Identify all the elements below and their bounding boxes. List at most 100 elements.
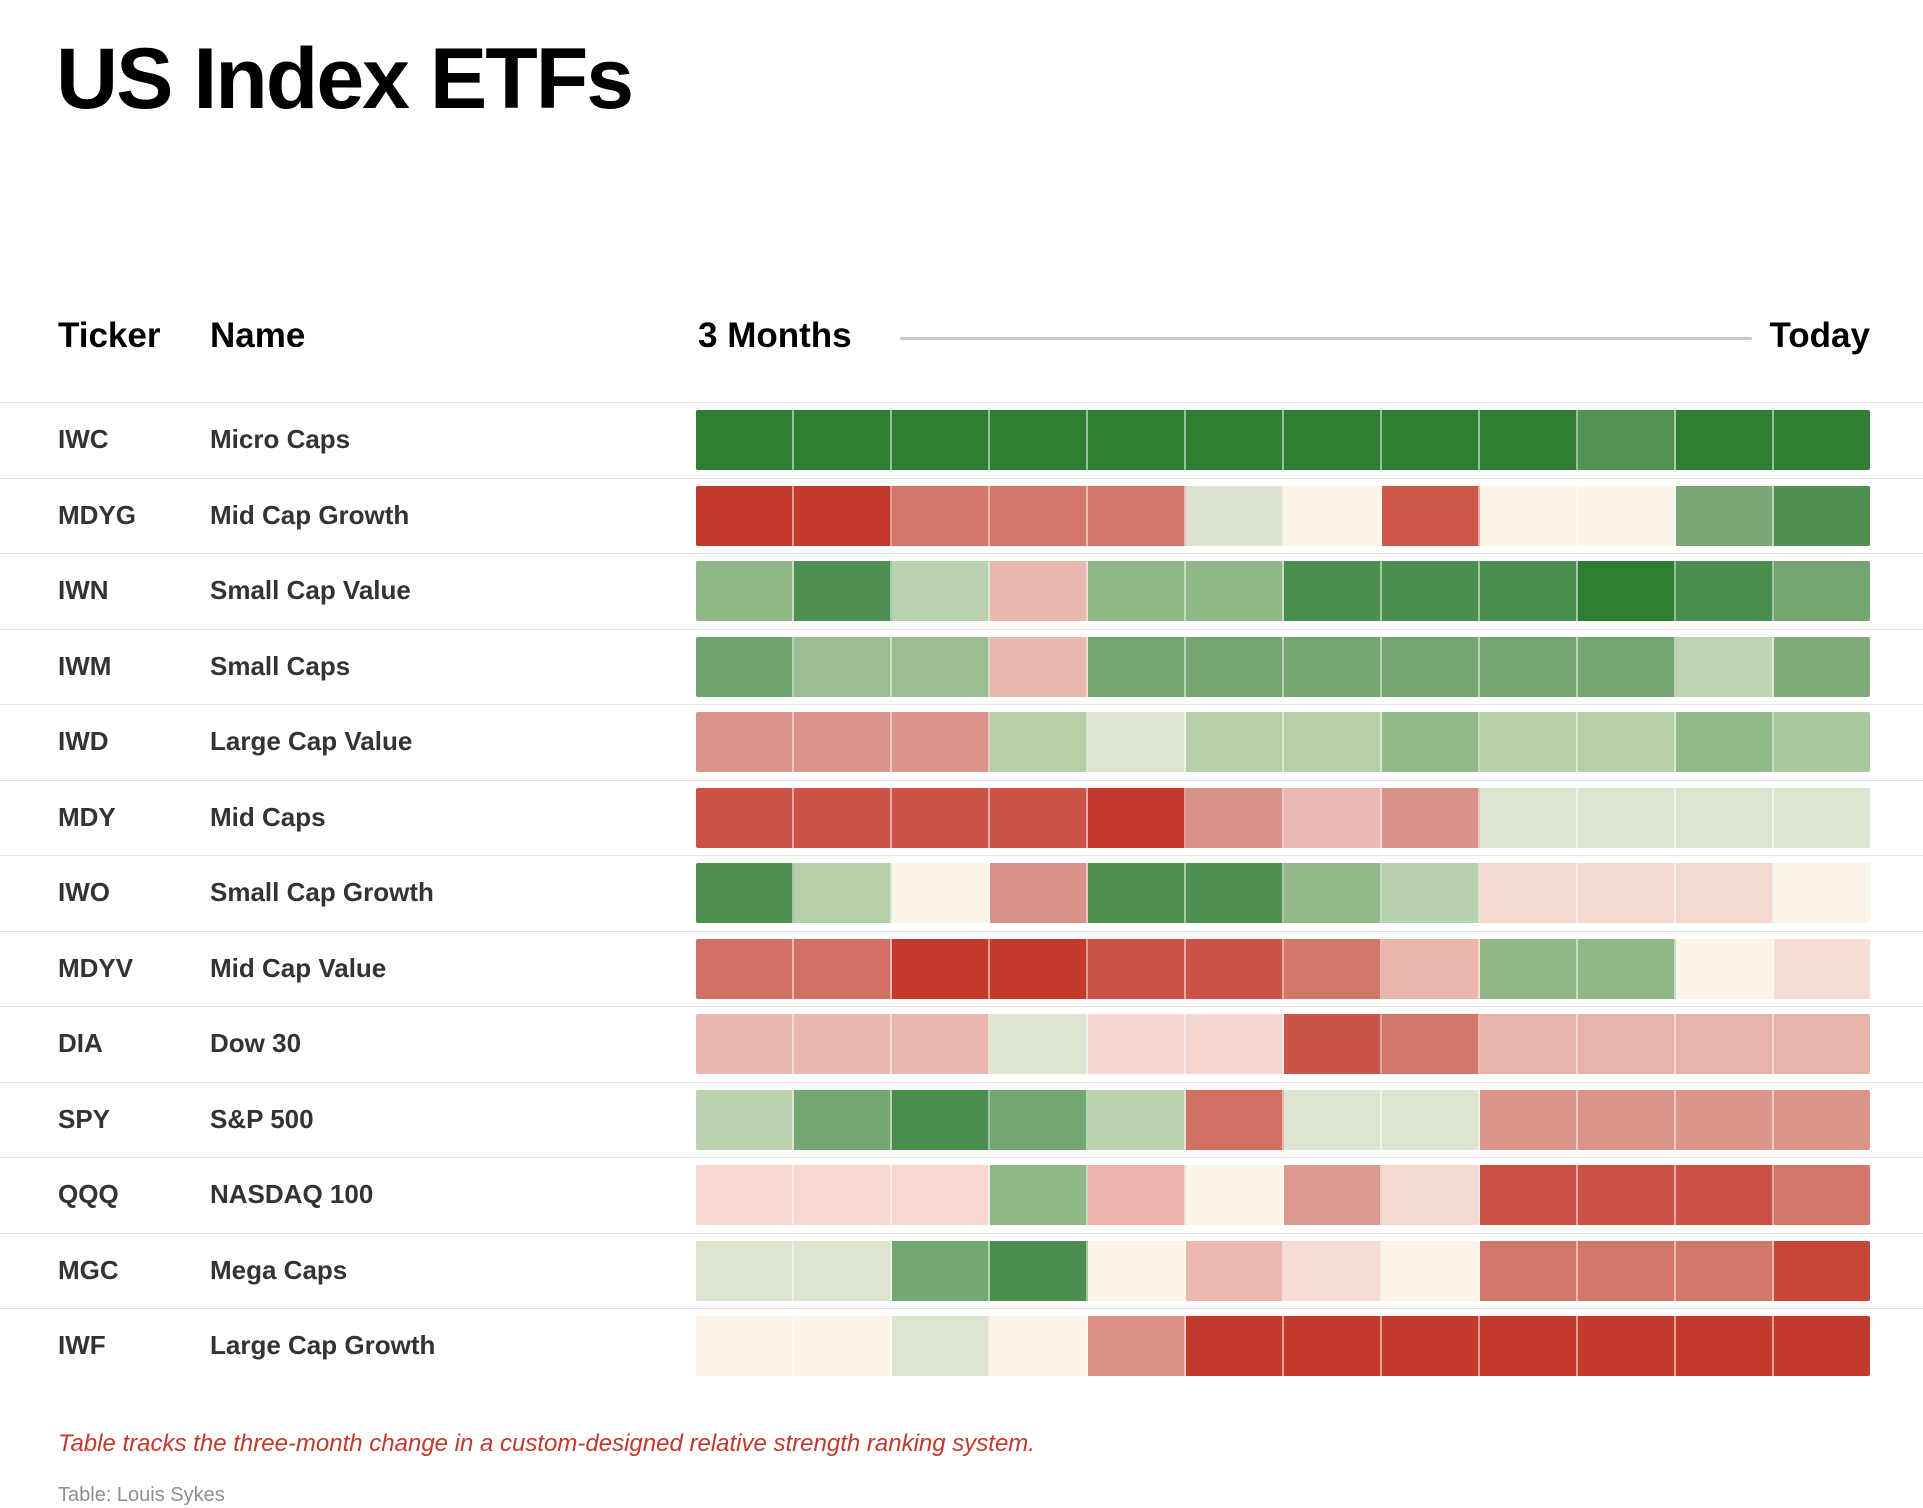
strength-segment — [794, 938, 892, 999]
strength-segment — [892, 1165, 990, 1225]
strength-segment — [1382, 1316, 1480, 1376]
strength-segment — [1480, 1089, 1578, 1150]
strength-segment — [1774, 1014, 1870, 1074]
ticker-cell: MGC — [58, 1254, 119, 1285]
etf-table-rows: IWC Micro Caps MDYG Mid Cap Growth IWN Small … — [0, 402, 1923, 1384]
strength-segment — [1676, 938, 1774, 999]
strength-segment — [696, 1089, 794, 1150]
strength-segment — [1480, 410, 1578, 470]
strength-segment — [1382, 636, 1480, 697]
strength-segment — [1186, 1089, 1284, 1150]
strength-segment — [794, 1089, 892, 1150]
strength-segment — [1382, 485, 1480, 546]
strength-segment — [696, 938, 794, 999]
strength-segment — [1676, 636, 1774, 697]
strength-segment — [794, 485, 892, 546]
strength-segment — [1676, 787, 1774, 848]
name-cell: Mid Cap Value — [210, 952, 387, 983]
strength-segment — [1382, 561, 1480, 621]
strength-segment — [990, 1165, 1088, 1225]
strength-segment — [696, 1316, 794, 1376]
strength-heat-strip — [696, 1089, 1870, 1150]
strength-segment — [1186, 410, 1284, 470]
strength-segment — [1480, 938, 1578, 999]
strength-segment — [1578, 787, 1676, 848]
strength-segment — [892, 863, 990, 923]
strength-segment — [1382, 938, 1480, 999]
strength-segment — [892, 1014, 990, 1074]
column-header-ticker: Ticker — [58, 316, 161, 355]
strength-segment — [1578, 863, 1676, 923]
strength-segment — [990, 485, 1088, 546]
strength-segment — [1774, 636, 1870, 697]
strength-segment — [1774, 1316, 1870, 1376]
ticker-cell: IWF — [58, 1330, 106, 1360]
table-row: MGC Mega Caps — [0, 1232, 1923, 1309]
name-cell: Micro Caps — [210, 424, 351, 454]
strength-segment — [794, 1316, 892, 1376]
strength-heat-strip — [696, 938, 1870, 999]
strength-segment — [1186, 787, 1284, 848]
table-row: IWC Micro Caps — [0, 402, 1923, 478]
table-row: IWM Small Caps — [0, 628, 1923, 705]
strength-segment — [892, 561, 990, 621]
table-row: IWO Small Cap Growth — [0, 855, 1923, 931]
strength-segment — [794, 410, 892, 470]
ticker-cell: DIA — [58, 1028, 103, 1058]
strength-segment — [696, 863, 794, 923]
ticker-cell: QQQ — [58, 1179, 119, 1209]
strength-segment — [892, 938, 990, 999]
strength-segment — [1578, 1014, 1676, 1074]
strength-segment — [696, 410, 794, 470]
strength-segment — [1284, 561, 1382, 621]
strength-segment — [1774, 863, 1870, 923]
strength-segment — [1186, 863, 1284, 923]
strength-heat-strip — [696, 1014, 1870, 1074]
strength-segment — [1676, 1316, 1774, 1376]
strength-segment — [696, 485, 794, 546]
strength-segment — [1284, 1240, 1382, 1301]
strength-segment — [1774, 485, 1870, 546]
strength-heat-strip — [696, 1165, 1870, 1225]
strength-segment — [696, 636, 794, 697]
strength-segment — [794, 1165, 892, 1225]
strength-segment — [1382, 410, 1480, 470]
strength-segment — [1382, 1240, 1480, 1301]
name-cell: Dow 30 — [210, 1028, 302, 1058]
strength-segment — [892, 712, 990, 772]
strength-segment — [990, 410, 1088, 470]
strength-segment — [1480, 863, 1578, 923]
strength-heat-strip — [696, 863, 1870, 923]
strength-segment — [1186, 1316, 1284, 1376]
name-cell: Large Cap Value — [210, 726, 413, 756]
name-cell: NASDAQ 100 — [210, 1179, 374, 1209]
strength-segment — [1284, 485, 1382, 546]
strength-segment — [794, 561, 892, 621]
strength-segment — [1186, 561, 1284, 621]
strength-segment — [1088, 1240, 1186, 1301]
strength-segment — [1088, 561, 1186, 621]
strength-segment — [1480, 636, 1578, 697]
strength-heat-strip — [696, 636, 1870, 697]
strength-segment — [1578, 410, 1676, 470]
column-header-name: Name — [210, 316, 306, 355]
strength-segment — [990, 1316, 1088, 1376]
strength-segment — [892, 1316, 990, 1376]
strength-segment — [1284, 1316, 1382, 1376]
strength-segment — [1676, 863, 1774, 923]
strength-heat-strip — [696, 1316, 1870, 1376]
strength-segment — [892, 1089, 990, 1150]
strength-segment — [1480, 787, 1578, 848]
strength-heat-strip — [696, 712, 1870, 772]
strength-segment — [1578, 1089, 1676, 1150]
strength-segment — [1088, 485, 1186, 546]
table-row: QQQ NASDAQ 100 — [0, 1157, 1923, 1233]
table-row: IWD Large Cap Value — [0, 704, 1923, 780]
strength-segment — [1284, 863, 1382, 923]
strength-segment — [1186, 485, 1284, 546]
strength-heat-strip — [696, 787, 1870, 848]
strength-segment — [990, 1014, 1088, 1074]
strength-segment — [1382, 1165, 1480, 1225]
name-cell: S&P 500 — [210, 1103, 314, 1134]
strength-segment — [1088, 712, 1186, 772]
